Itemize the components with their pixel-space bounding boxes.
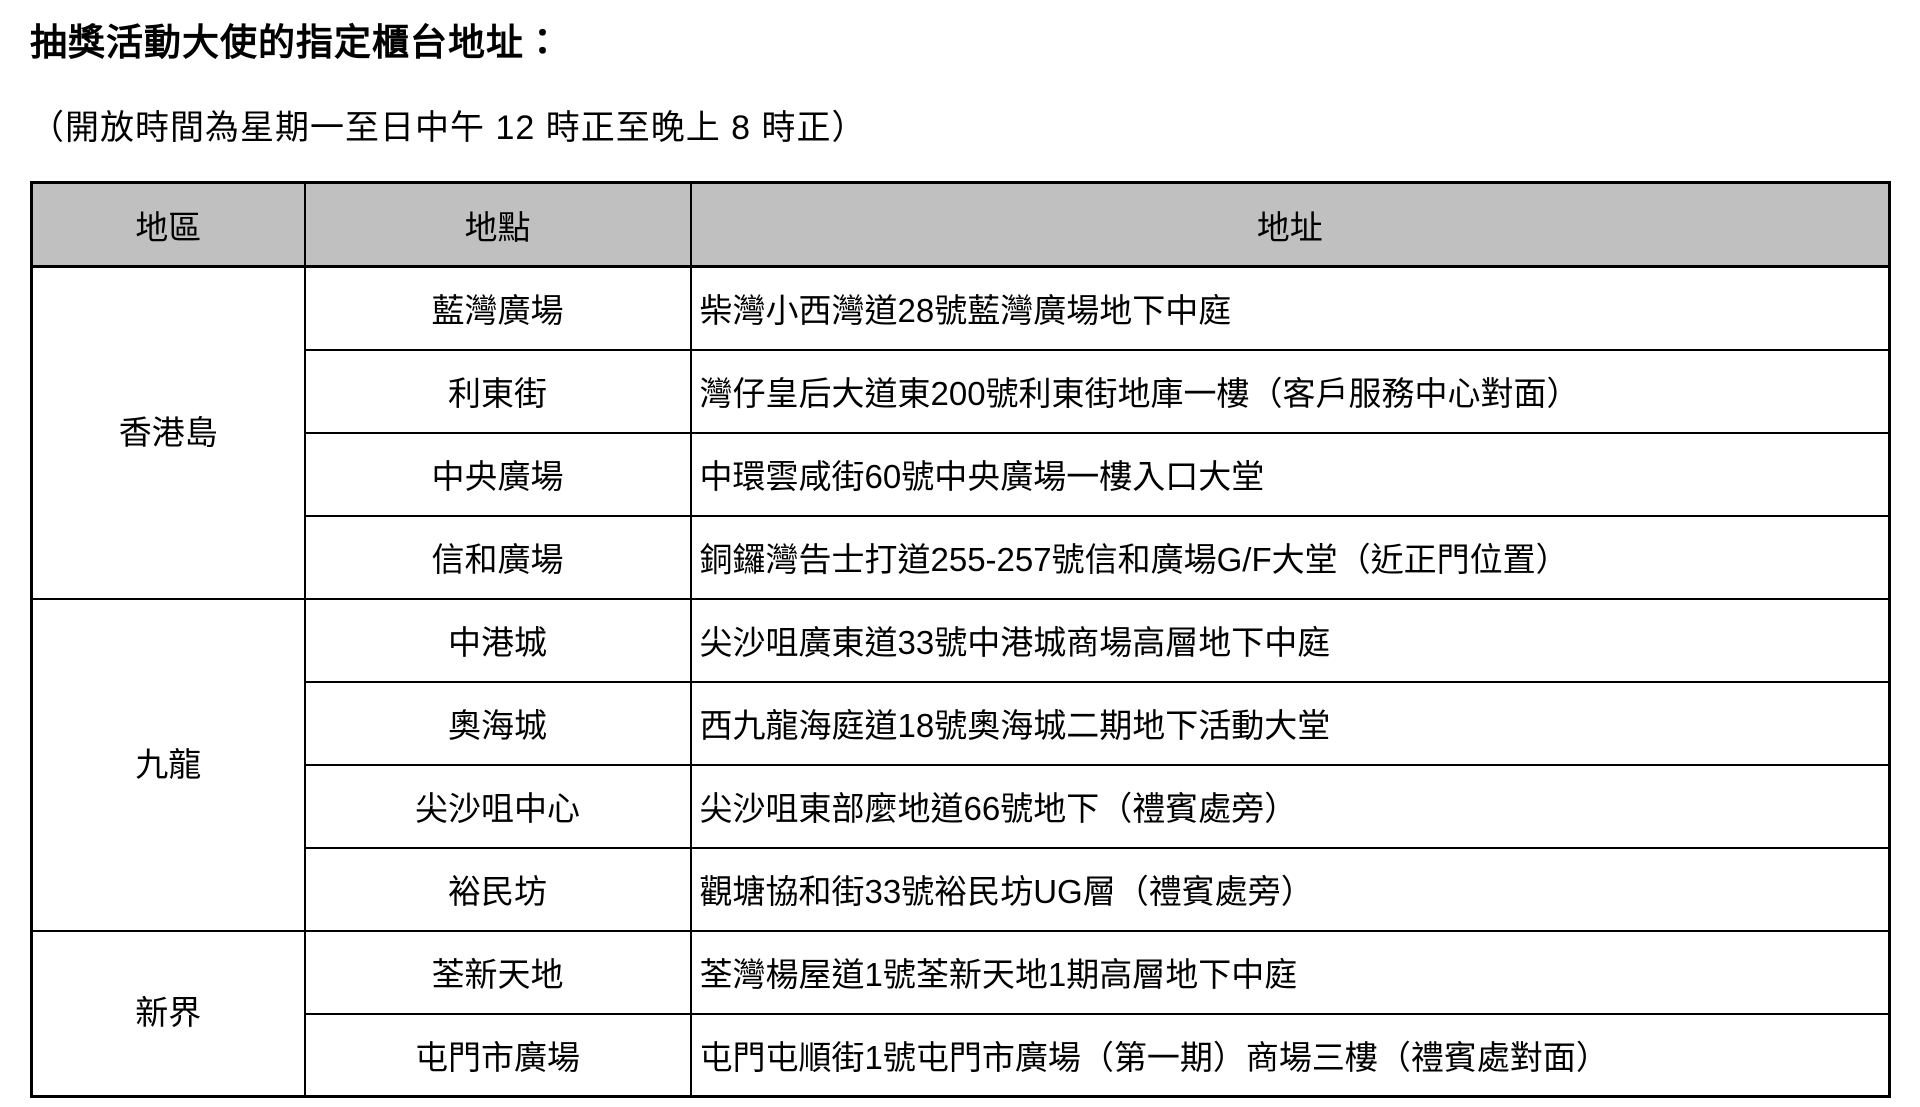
table-row: 新界 荃新天地 荃灣楊屋道1號荃新天地1期高層地下中庭 — [30, 929, 1891, 1098]
address-cell: 尖沙咀東部麼地道66號地下（禮賓處旁） — [689, 763, 1891, 849]
address-cell: 灣仔皇后大道東200號利東街地庫一樓（客戶服務中心對面） — [689, 348, 1891, 434]
location-cell: 裕民坊 — [303, 846, 692, 932]
address-cell: 觀塘協和街33號裕民坊UG層（禮賓處旁） — [689, 846, 1891, 932]
location-cell: 尖沙咀中心 — [303, 763, 692, 849]
address-cell: 柴灣小西灣道28號藍灣廣場地下中庭 — [689, 265, 1891, 351]
address-cell: 中環雲咸街60號中央廣場一樓入口大堂 — [689, 431, 1891, 517]
header-address: 地址 — [689, 181, 1891, 268]
location-cell: 利東街 — [303, 348, 692, 434]
location-cell: 荃新天地 — [303, 929, 692, 1015]
table-row: 尖沙咀中心 尖沙咀東部麼地道66號地下（禮賓處旁） — [32, 763, 1891, 849]
table-row: 裕民坊 觀塘協和街33號裕民坊UG層（禮賓處旁） — [32, 846, 1891, 932]
address-cell: 屯門屯順街1號屯門市廣場（第一期）商場三樓（禮賓處對面） — [689, 1012, 1891, 1098]
location-cell: 信和廣場 — [303, 514, 692, 600]
address-cell: 尖沙咀廣東道33號中港城商場高層地下中庭 — [689, 597, 1891, 683]
header-location: 地點 — [303, 181, 692, 268]
table-row: 屯門市廣場 屯門屯順街1號屯門市廣場（第一期）商場三樓（禮賓處對面） — [32, 1012, 1891, 1098]
table-row: 九龍 中港城 尖沙咀廣東道33號中港城商場高層地下中庭 — [30, 597, 1891, 932]
location-cell: 藍灣廣場 — [303, 265, 692, 351]
table-row: 中央廣場 中環雲咸街60號中央廣場一樓入口大堂 — [32, 431, 1891, 517]
page-title: 抽獎活動大使的指定櫃台地址： — [30, 22, 562, 63]
address-cell: 銅鑼灣告士打道255-257號信和廣場G/F大堂（近正門位置） — [689, 514, 1891, 600]
table-row: 香港島 藍灣廣場 柴灣小西灣道28號藍灣廣場地下中庭 — [30, 265, 1891, 600]
location-cell: 中港城 — [303, 597, 692, 683]
address-cell: 荃灣楊屋道1號荃新天地1期高層地下中庭 — [689, 929, 1891, 1015]
header-region: 地區 — [30, 181, 306, 268]
location-cell: 奧海城 — [303, 680, 692, 766]
table-row: 奧海城 西九龍海庭道18號奧海城二期地下活動大堂 — [32, 680, 1891, 766]
opening-hours-note: （開放時間為星期一至日中午 12 時正至晚上 8 時正） — [30, 109, 867, 147]
region-cell-hong-kong-island: 香港島 — [30, 265, 306, 600]
location-cell: 屯門市廣場 — [303, 1012, 692, 1098]
address-cell: 西九龍海庭道18號奧海城二期地下活動大堂 — [689, 680, 1891, 766]
table-row: 信和廣場 銅鑼灣告士打道255-257號信和廣場G/F大堂（近正門位置） — [32, 514, 1891, 600]
table-row: 利東街 灣仔皇后大道東200號利東街地庫一樓（客戶服務中心對面） — [32, 348, 1891, 434]
region-cell-new-territories: 新界 — [30, 929, 306, 1098]
table-header-row: 地區 地點 地址 — [30, 181, 1891, 268]
counter-address-table: 地區 地點 地址 香港島 藍灣廣場 柴灣小西灣道28號藍灣廣場地下中庭 利東街 … — [30, 181, 1891, 1098]
location-cell: 中央廣場 — [303, 431, 692, 517]
region-cell-kowloon: 九龍 — [30, 597, 306, 932]
